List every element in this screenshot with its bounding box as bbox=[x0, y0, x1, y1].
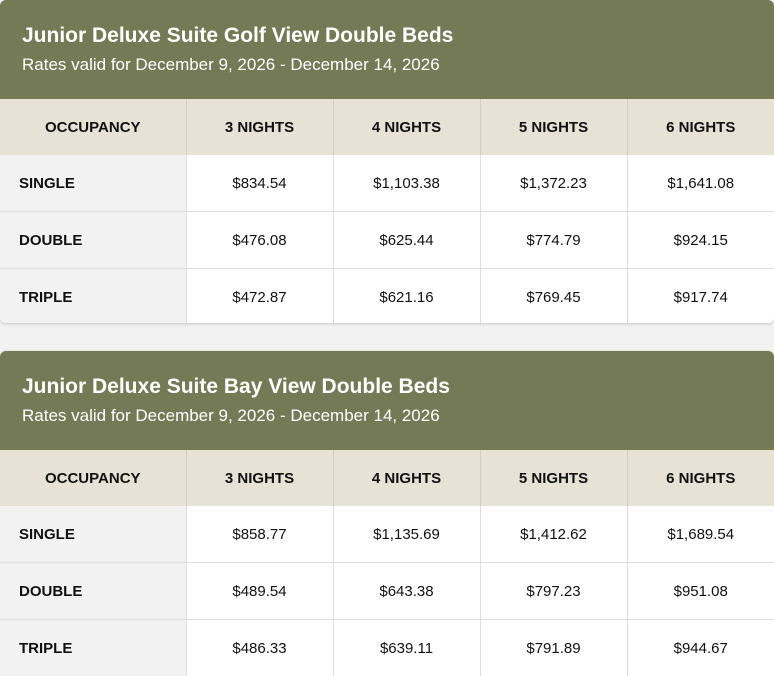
column-header-3-nights: 3 NIGHTS bbox=[186, 450, 334, 506]
column-header-4-nights: 4 NIGHTS bbox=[333, 99, 481, 155]
rate-card-header: Junior Deluxe Suite Golf View Double Bed… bbox=[0, 0, 774, 99]
occupancy-label: SINGLE bbox=[0, 155, 187, 212]
rate-3-nights: $834.54 bbox=[186, 155, 334, 212]
rate-4-nights: $625.44 bbox=[333, 211, 481, 269]
rates-valid-dates: Rates valid for December 9, 2026 - Decem… bbox=[22, 406, 440, 425]
rate-3-nights: $858.77 bbox=[186, 506, 334, 563]
rate-4-nights: $1,103.38 bbox=[333, 155, 481, 212]
table-row: TRIPLE $486.33 $639.11 $791.89 $944.67 bbox=[0, 619, 774, 676]
column-header-3-nights: 3 NIGHTS bbox=[186, 99, 334, 155]
table-row: SINGLE $858.77 $1,135.69 $1,412.62 $1,68… bbox=[0, 506, 774, 563]
column-header-occupancy: OCCUPANCY bbox=[0, 99, 187, 155]
rate-6-nights: $951.08 bbox=[627, 562, 774, 620]
rate-4-nights: $643.38 bbox=[333, 562, 481, 620]
column-header-occupancy: OCCUPANCY bbox=[0, 450, 187, 506]
column-header-6-nights: 6 NIGHTS bbox=[627, 99, 774, 155]
room-title: Junior Deluxe Suite Golf View Double Bed… bbox=[22, 24, 454, 47]
rate-3-nights: $476.08 bbox=[186, 211, 334, 269]
rate-5-nights: $797.23 bbox=[480, 562, 628, 620]
rates-valid-dates: Rates valid for December 9, 2026 - Decem… bbox=[22, 55, 440, 74]
table-row: DOUBLE $489.54 $643.38 $797.23 $951.08 bbox=[0, 562, 774, 620]
rate-5-nights: $774.79 bbox=[480, 211, 628, 269]
column-header-6-nights: 6 NIGHTS bbox=[627, 450, 774, 506]
rates-table: OCCUPANCY 3 NIGHTS 4 NIGHTS 5 NIGHTS 6 N… bbox=[0, 99, 774, 323]
occupancy-label: DOUBLE bbox=[0, 562, 187, 620]
rate-4-nights: $621.16 bbox=[333, 268, 481, 323]
rate-6-nights: $1,689.54 bbox=[627, 506, 774, 563]
rate-5-nights: $769.45 bbox=[480, 268, 628, 323]
rate-6-nights: $1,641.08 bbox=[627, 155, 774, 212]
rate-6-nights: $917.74 bbox=[627, 268, 774, 323]
rate-5-nights: $791.89 bbox=[480, 619, 628, 676]
table-row: DOUBLE $476.08 $625.44 $774.79 $924.15 bbox=[0, 211, 774, 269]
occupancy-label: TRIPLE bbox=[0, 268, 187, 323]
rate-4-nights: $639.11 bbox=[333, 619, 481, 676]
table-header-row: OCCUPANCY 3 NIGHTS 4 NIGHTS 5 NIGHTS 6 N… bbox=[0, 450, 774, 506]
rate-3-nights: $489.54 bbox=[186, 562, 334, 620]
table-row: TRIPLE $472.87 $621.16 $769.45 $917.74 bbox=[0, 268, 774, 323]
column-header-5-nights: 5 NIGHTS bbox=[480, 99, 628, 155]
table-row: SINGLE $834.54 $1,103.38 $1,372.23 $1,64… bbox=[0, 155, 774, 212]
rate-6-nights: $924.15 bbox=[627, 211, 774, 269]
occupancy-label: DOUBLE bbox=[0, 211, 187, 269]
table-header-row: OCCUPANCY 3 NIGHTS 4 NIGHTS 5 NIGHTS 6 N… bbox=[0, 99, 774, 155]
rate-3-nights: $486.33 bbox=[186, 619, 334, 676]
rate-5-nights: $1,372.23 bbox=[480, 155, 628, 212]
room-title: Junior Deluxe Suite Bay View Double Beds bbox=[22, 375, 450, 398]
occupancy-label: TRIPLE bbox=[0, 619, 187, 676]
rate-card-bay-view: Junior Deluxe Suite Bay View Double Beds… bbox=[0, 351, 774, 676]
rate-4-nights: $1,135.69 bbox=[333, 506, 481, 563]
rates-table: OCCUPANCY 3 NIGHTS 4 NIGHTS 5 NIGHTS 6 N… bbox=[0, 450, 774, 676]
column-header-4-nights: 4 NIGHTS bbox=[333, 450, 481, 506]
rate-3-nights: $472.87 bbox=[186, 268, 334, 323]
rate-card-header: Junior Deluxe Suite Bay View Double Beds… bbox=[0, 351, 774, 450]
rate-6-nights: $944.67 bbox=[627, 619, 774, 676]
rate-5-nights: $1,412.62 bbox=[480, 506, 628, 563]
column-header-5-nights: 5 NIGHTS bbox=[480, 450, 628, 506]
occupancy-label: SINGLE bbox=[0, 506, 187, 563]
rate-card-golf-view: Junior Deluxe Suite Golf View Double Bed… bbox=[0, 0, 774, 323]
